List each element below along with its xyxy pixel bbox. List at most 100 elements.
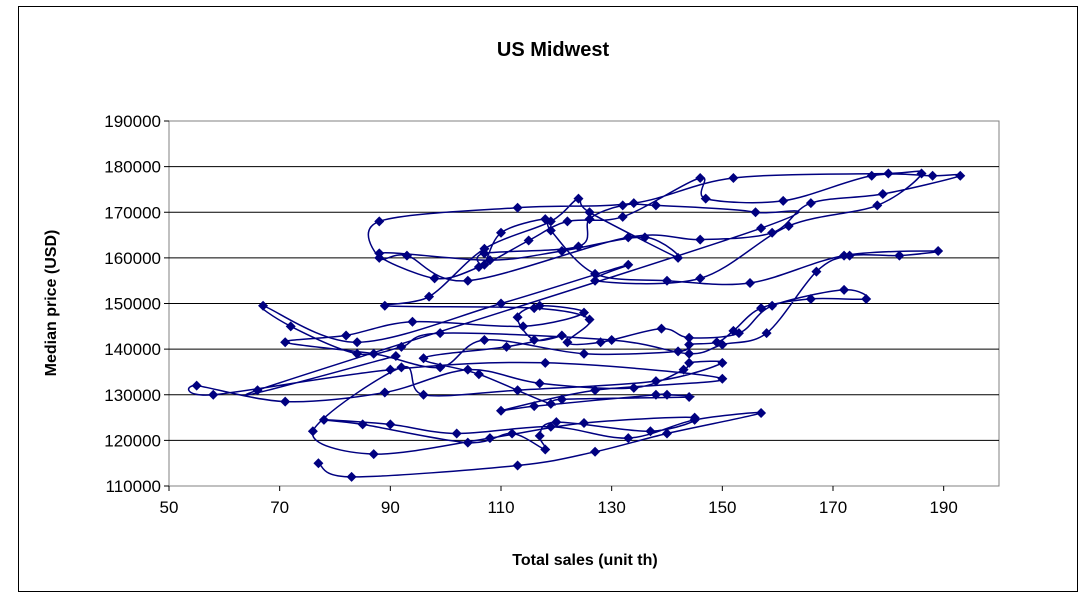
data-point xyxy=(396,362,407,373)
data-point xyxy=(673,252,684,263)
data-point xyxy=(662,389,672,400)
data-point xyxy=(545,398,556,409)
data-point xyxy=(352,348,363,359)
data-point xyxy=(811,266,822,277)
data-point xyxy=(573,193,584,204)
data-point xyxy=(368,348,379,359)
data-point xyxy=(280,337,291,348)
series-line xyxy=(187,170,963,478)
data-point xyxy=(684,332,695,343)
data-point xyxy=(844,250,855,261)
y-axis-title: Median price (USD) xyxy=(43,230,60,377)
data-point xyxy=(927,170,938,181)
data-point xyxy=(462,275,473,286)
data-point xyxy=(534,378,545,389)
data-point xyxy=(756,408,767,418)
data-point xyxy=(562,216,573,227)
data-point xyxy=(556,394,567,405)
data-point xyxy=(861,293,872,304)
data-point xyxy=(551,417,562,428)
data-point xyxy=(346,471,357,482)
data-point xyxy=(650,376,661,387)
data-point xyxy=(435,328,446,339)
data-point xyxy=(590,385,601,396)
x-tick-label: 170 xyxy=(819,498,847,517)
data-point xyxy=(894,250,905,261)
data-point xyxy=(662,428,672,439)
data-point xyxy=(761,328,772,339)
data-point xyxy=(208,389,219,400)
data-point xyxy=(540,357,551,368)
data-point xyxy=(379,300,390,311)
data-point xyxy=(258,300,269,311)
data-point xyxy=(733,328,744,339)
data-point xyxy=(435,362,446,373)
data-point xyxy=(606,335,617,345)
data-point xyxy=(756,223,767,234)
data-point xyxy=(529,401,540,412)
x-tick-label: 130 xyxy=(597,498,625,517)
data-point xyxy=(767,300,778,311)
data-point xyxy=(656,323,667,334)
data-point xyxy=(689,412,700,423)
y-tick-label: 160000 xyxy=(104,249,161,268)
data-point xyxy=(628,382,639,393)
data-point xyxy=(617,211,628,222)
data-point xyxy=(545,421,556,432)
data-point xyxy=(955,170,966,181)
data-point xyxy=(579,307,589,318)
data-point xyxy=(496,227,506,238)
y-tick-label: 170000 xyxy=(104,203,161,222)
data-point xyxy=(473,369,484,380)
data-point xyxy=(866,170,877,181)
data-point xyxy=(479,259,490,270)
data-point xyxy=(191,380,202,391)
x-tick-label: 90 xyxy=(381,498,400,517)
x-tick-label: 150 xyxy=(708,498,736,517)
y-axis-ticks: 110000 120000 130000 140000 150000 160000 1700… xyxy=(104,112,169,496)
data-point xyxy=(462,364,473,375)
data-point xyxy=(484,433,495,444)
data-point xyxy=(783,220,794,231)
data-point xyxy=(523,235,534,246)
data-point xyxy=(462,437,473,448)
data-point xyxy=(562,337,573,348)
data-point xyxy=(684,339,695,350)
data-point xyxy=(695,273,706,284)
data-point xyxy=(745,277,755,288)
data-point xyxy=(590,446,601,457)
data-point xyxy=(595,337,606,348)
data-point xyxy=(617,200,628,211)
data-point xyxy=(645,426,656,437)
data-point xyxy=(418,353,429,364)
data-point xyxy=(352,337,363,348)
data-point xyxy=(540,444,551,455)
data-point xyxy=(512,202,523,213)
data-point xyxy=(750,207,761,218)
data-point xyxy=(357,419,368,430)
data-point xyxy=(396,341,407,352)
data-point xyxy=(545,225,556,236)
data-point xyxy=(512,312,523,323)
data-point xyxy=(695,173,706,184)
data-point xyxy=(285,321,296,332)
data-point xyxy=(839,250,850,261)
data-point xyxy=(678,364,689,375)
y-tick-label: 130000 xyxy=(104,386,161,405)
data-point xyxy=(512,460,523,471)
data-point xyxy=(307,426,318,437)
y-tick-label: 110000 xyxy=(106,477,161,496)
data-point xyxy=(496,405,506,416)
data-point xyxy=(374,252,385,263)
data-point xyxy=(673,346,684,357)
data-point xyxy=(590,268,601,279)
y-tick-label: 180000 xyxy=(104,158,161,177)
y-tick-label: 140000 xyxy=(104,340,161,359)
data-point xyxy=(579,348,589,359)
data-point xyxy=(424,291,435,302)
data-point xyxy=(623,259,634,270)
data-point xyxy=(728,173,739,184)
y-tick-label: 190000 xyxy=(104,112,161,131)
data-point xyxy=(501,341,512,352)
data-point xyxy=(451,428,462,439)
